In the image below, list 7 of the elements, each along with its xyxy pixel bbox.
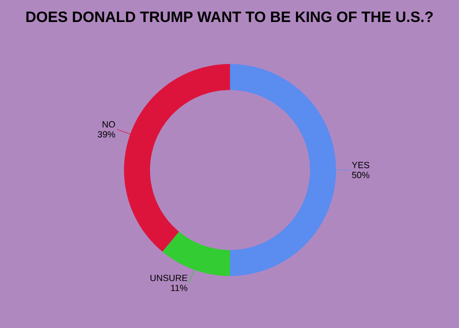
- slice-label: YES: [352, 162, 370, 168]
- slice-label: UNSURE: [150, 274, 188, 282]
- slice-label: NO: [102, 121, 115, 128]
- data-label: 11%: [171, 284, 188, 292]
- data-label: 50%: [352, 172, 370, 178]
- chart-title: DOES DONALD TRUMP WANT TO BE KING OF THE U.S.?: [26, 12, 433, 22]
- data-label: 39%: [98, 131, 116, 138]
